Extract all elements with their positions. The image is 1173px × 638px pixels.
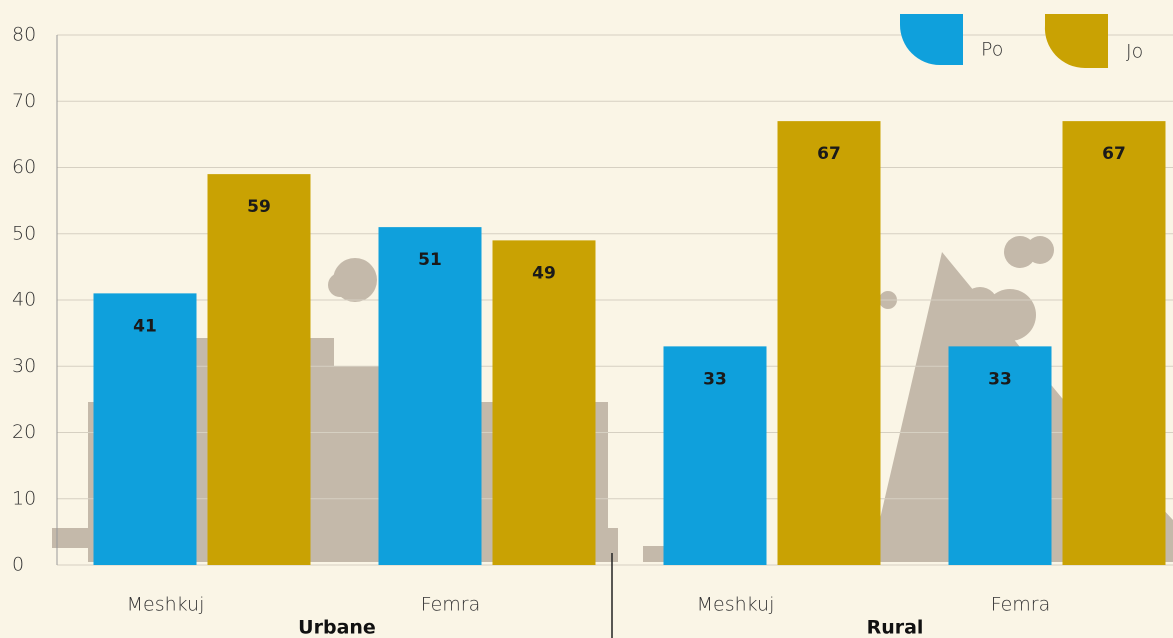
bar [948, 346, 1052, 565]
legend-label: Po [981, 39, 1003, 61]
y-tick-label: 0 [12, 554, 24, 576]
bar [663, 346, 767, 565]
y-tick-label: 20 [12, 421, 36, 443]
y-tick-label: 30 [12, 355, 36, 377]
y-tick-label: 10 [12, 487, 36, 509]
value-label: 67 [817, 144, 841, 164]
legend-label: Jo [1126, 41, 1143, 63]
bar [93, 293, 197, 565]
y-tick-label: 70 [12, 90, 36, 112]
bar [777, 121, 881, 565]
value-label: 33 [703, 369, 727, 389]
bar [492, 240, 596, 565]
group-label: Urbane [298, 617, 376, 638]
x-tick-label: Femra [421, 594, 481, 616]
bar [1062, 121, 1166, 565]
value-label: 59 [247, 197, 271, 217]
bar [378, 227, 482, 565]
value-label: 67 [1102, 144, 1126, 164]
y-tick-label: 50 [12, 222, 36, 244]
x-tick-label: Meshkuj [127, 594, 205, 616]
value-label: 51 [418, 250, 442, 270]
value-label: 33 [988, 369, 1012, 389]
value-label: 49 [532, 263, 556, 283]
x-tick-label: Meshkuj [697, 594, 775, 616]
legend-swatch [900, 14, 963, 65]
legend-swatch [1044, 14, 1108, 69]
group-label: Rural [867, 617, 924, 638]
y-tick-label: 60 [12, 156, 36, 178]
legend: Po Jo [900, 14, 1143, 69]
x-tick-label: Femra [991, 594, 1051, 616]
y-tick-label: 80 [12, 24, 36, 46]
value-label: 41 [133, 316, 157, 336]
bar [207, 174, 311, 565]
y-tick-label: 40 [12, 289, 36, 311]
